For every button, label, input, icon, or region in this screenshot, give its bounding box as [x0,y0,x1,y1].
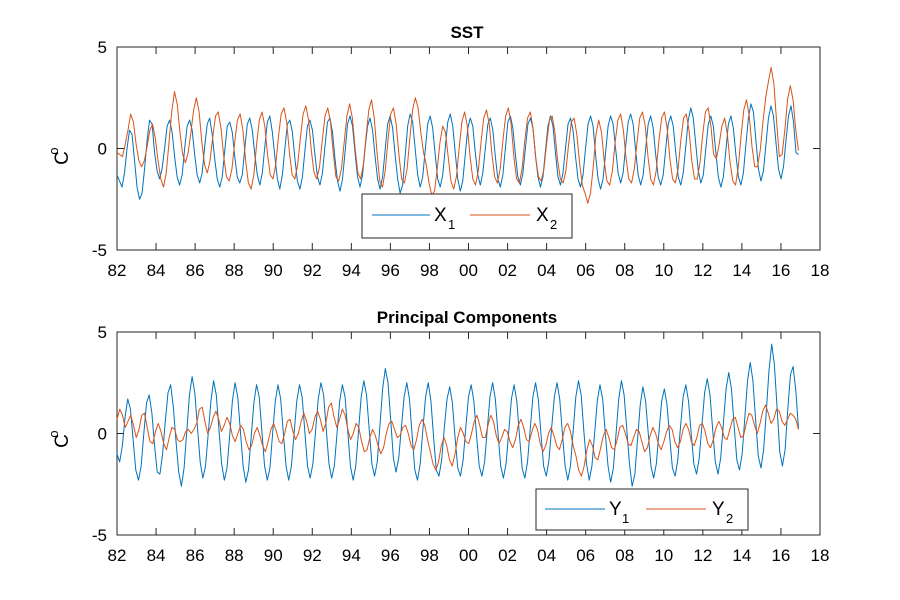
series-line-x2 [116,66,800,204]
x-tick-label: 00 [459,546,478,565]
x-tick-label: 12 [693,261,712,280]
x-tick-label: 94 [342,546,361,565]
x-tick-label: 14 [732,261,751,280]
legend-label-x2-sub: 2 [550,217,557,232]
x-tick-label: 82 [108,546,127,565]
x-tick-label: 86 [186,261,205,280]
x-tick-label: 86 [186,546,205,565]
tick-layer: 82 84 86 88 90 92 94 96 98 00 02 04 06 08 10 12 14 16 18-5… [92,323,830,565]
series-line-y2 [116,402,800,477]
legend: Y 1 Y 2 [535,488,749,531]
x-tick-label: 84 [147,546,166,565]
x-tick-label: 14 [732,546,751,565]
x-tick-label: 18 [811,261,830,280]
y-tick-label: 0 [98,140,107,159]
x-tick-label: 04 [537,261,556,280]
x-tick-label: 12 [693,546,712,565]
y-tick-label: 5 [98,323,107,342]
x-tick-label: 90 [264,546,283,565]
chart-title: Principal Components [377,308,557,327]
y-tick-label: 0 [98,425,107,444]
x-tick-label: 16 [771,546,790,565]
x-tick-label: 18 [811,546,830,565]
tick-layer: 82 84 86 88 90 92 94 96 98 00 02 04 06 08 10 12 14 16 18-5… [92,38,830,280]
series-line-y1 [116,343,800,487]
legend-label-y1-sub: 1 [622,511,629,526]
x-tick-label: 94 [342,261,361,280]
x-tick-label: 00 [459,261,478,280]
x-tick-label: 06 [576,546,595,565]
legend-label-y2-base: Y [712,499,725,520]
chart-title: SST [450,23,484,42]
legend-label-x1-sub: 1 [448,217,455,232]
principal-components-chart: Principal Components 82 84 86 88 90 92 94 96 98 0… [46,308,829,565]
y-tick-label: -5 [92,241,107,260]
x-tick-label: 16 [771,261,790,280]
y-axis-label: C o [46,430,73,447]
x-tick-label: 10 [654,261,673,280]
x-tick-label: 96 [381,261,400,280]
x-tick-label: 02 [498,261,517,280]
x-tick-label: 08 [615,261,634,280]
y-axis-label: C o [46,147,73,164]
x-tick-label: 82 [108,261,127,280]
series-line-x1 [116,103,799,200]
x-tick-label: 92 [303,546,322,565]
x-tick-label: 02 [498,546,517,565]
sst-chart: SST 82 84 86 88 90 92 94 96 98 00 02 04 06 08 10 12 14 16… [46,23,829,280]
x-tick-label: 08 [615,546,634,565]
x-tick-label: 10 [654,546,673,565]
x-tick-label: 88 [225,261,244,280]
x-tick-label: 88 [225,546,244,565]
series-layer [116,343,800,487]
x-tick-label: 06 [576,261,595,280]
series-layer [116,66,800,204]
x-tick-label: 92 [303,261,322,280]
y-axis-label-main: C [52,151,73,165]
x-tick-label: 04 [537,546,556,565]
y-axis-label-main: C [52,434,73,448]
y-tick-label: -5 [92,526,107,545]
x-tick-label: 90 [264,261,283,280]
y-tick-label: 5 [98,38,107,57]
x-tick-label: 98 [420,261,439,280]
legend-label-y1-base: Y [609,499,622,520]
y-axis-label-superscript: o [46,430,61,437]
x-tick-label: 98 [420,546,439,565]
legend: X 1 X 2 [361,193,573,239]
legend-box [361,193,573,239]
legend-label-x1-base: X [434,205,447,226]
legend-label-y2-sub: 2 [726,511,733,526]
legend-label-x2-base: X [536,205,549,226]
x-tick-label: 96 [381,546,400,565]
x-tick-label: 84 [147,261,166,280]
y-axis-label-superscript: o [46,147,61,154]
